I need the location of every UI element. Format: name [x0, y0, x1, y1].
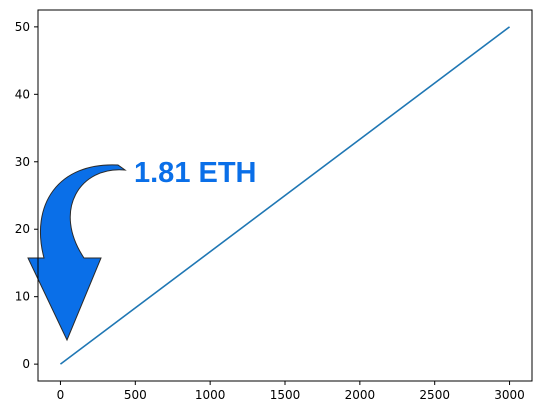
- series-layer: [59, 26, 511, 365]
- y-tick-label: 50: [15, 20, 30, 34]
- series-line: [59, 26, 511, 365]
- y-tick-label: 10: [15, 290, 30, 304]
- y-tick-label: 30: [15, 155, 30, 169]
- plot-frame: [37, 9, 533, 382]
- x-tick-label: 2500: [419, 388, 450, 402]
- x-tick-label: 0: [57, 388, 65, 402]
- x-tick-label: 500: [124, 388, 147, 402]
- x-tick-label: 1500: [270, 388, 301, 402]
- axis-ticks: 0 500 1000 1500 2000 2500 3000 0 10 20 30 40 50: [15, 20, 525, 402]
- x-tick-label: 2000: [345, 388, 376, 402]
- curved-down-arrow-icon: [27, 164, 127, 342]
- y-tick-label: 40: [15, 87, 30, 101]
- y-tick-label: 20: [15, 222, 30, 236]
- annotation: 1.81 ETH: [27, 157, 257, 342]
- x-tick-label: 1000: [195, 388, 226, 402]
- x-tick-label: 3000: [494, 388, 525, 402]
- annotation-label: 1.81 ETH: [134, 157, 257, 189]
- y-tick-label: 0: [22, 357, 30, 371]
